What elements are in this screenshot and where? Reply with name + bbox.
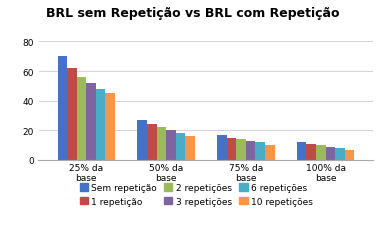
Bar bbox=[217, 135, 227, 160]
Bar bbox=[265, 146, 275, 160]
Bar bbox=[297, 143, 306, 160]
Legend: Sem repetição, 1 repetição, 2 repetições, 3 repetições, 6 repetições, 10 repetiç: Sem repetição, 1 repetição, 2 repetições… bbox=[77, 181, 316, 209]
Bar bbox=[255, 143, 265, 160]
Bar bbox=[306, 144, 316, 160]
Bar bbox=[86, 84, 96, 160]
Bar bbox=[227, 138, 236, 160]
Text: BRL sem Repetição vs BRL com Repetição: BRL sem Repetição vs BRL com Repetição bbox=[46, 7, 339, 20]
Bar bbox=[67, 69, 77, 160]
Bar bbox=[77, 78, 86, 160]
Bar bbox=[335, 148, 345, 160]
Bar bbox=[166, 131, 176, 160]
Bar bbox=[105, 94, 115, 160]
Bar bbox=[176, 134, 185, 160]
Bar bbox=[58, 57, 67, 160]
Bar bbox=[316, 146, 326, 160]
Bar bbox=[236, 140, 246, 160]
Bar bbox=[185, 137, 195, 160]
Bar bbox=[96, 90, 105, 160]
Bar bbox=[137, 120, 147, 160]
Bar bbox=[246, 141, 255, 160]
Bar bbox=[326, 147, 335, 160]
Bar bbox=[147, 125, 157, 160]
Bar bbox=[345, 150, 354, 160]
Bar bbox=[157, 128, 166, 160]
